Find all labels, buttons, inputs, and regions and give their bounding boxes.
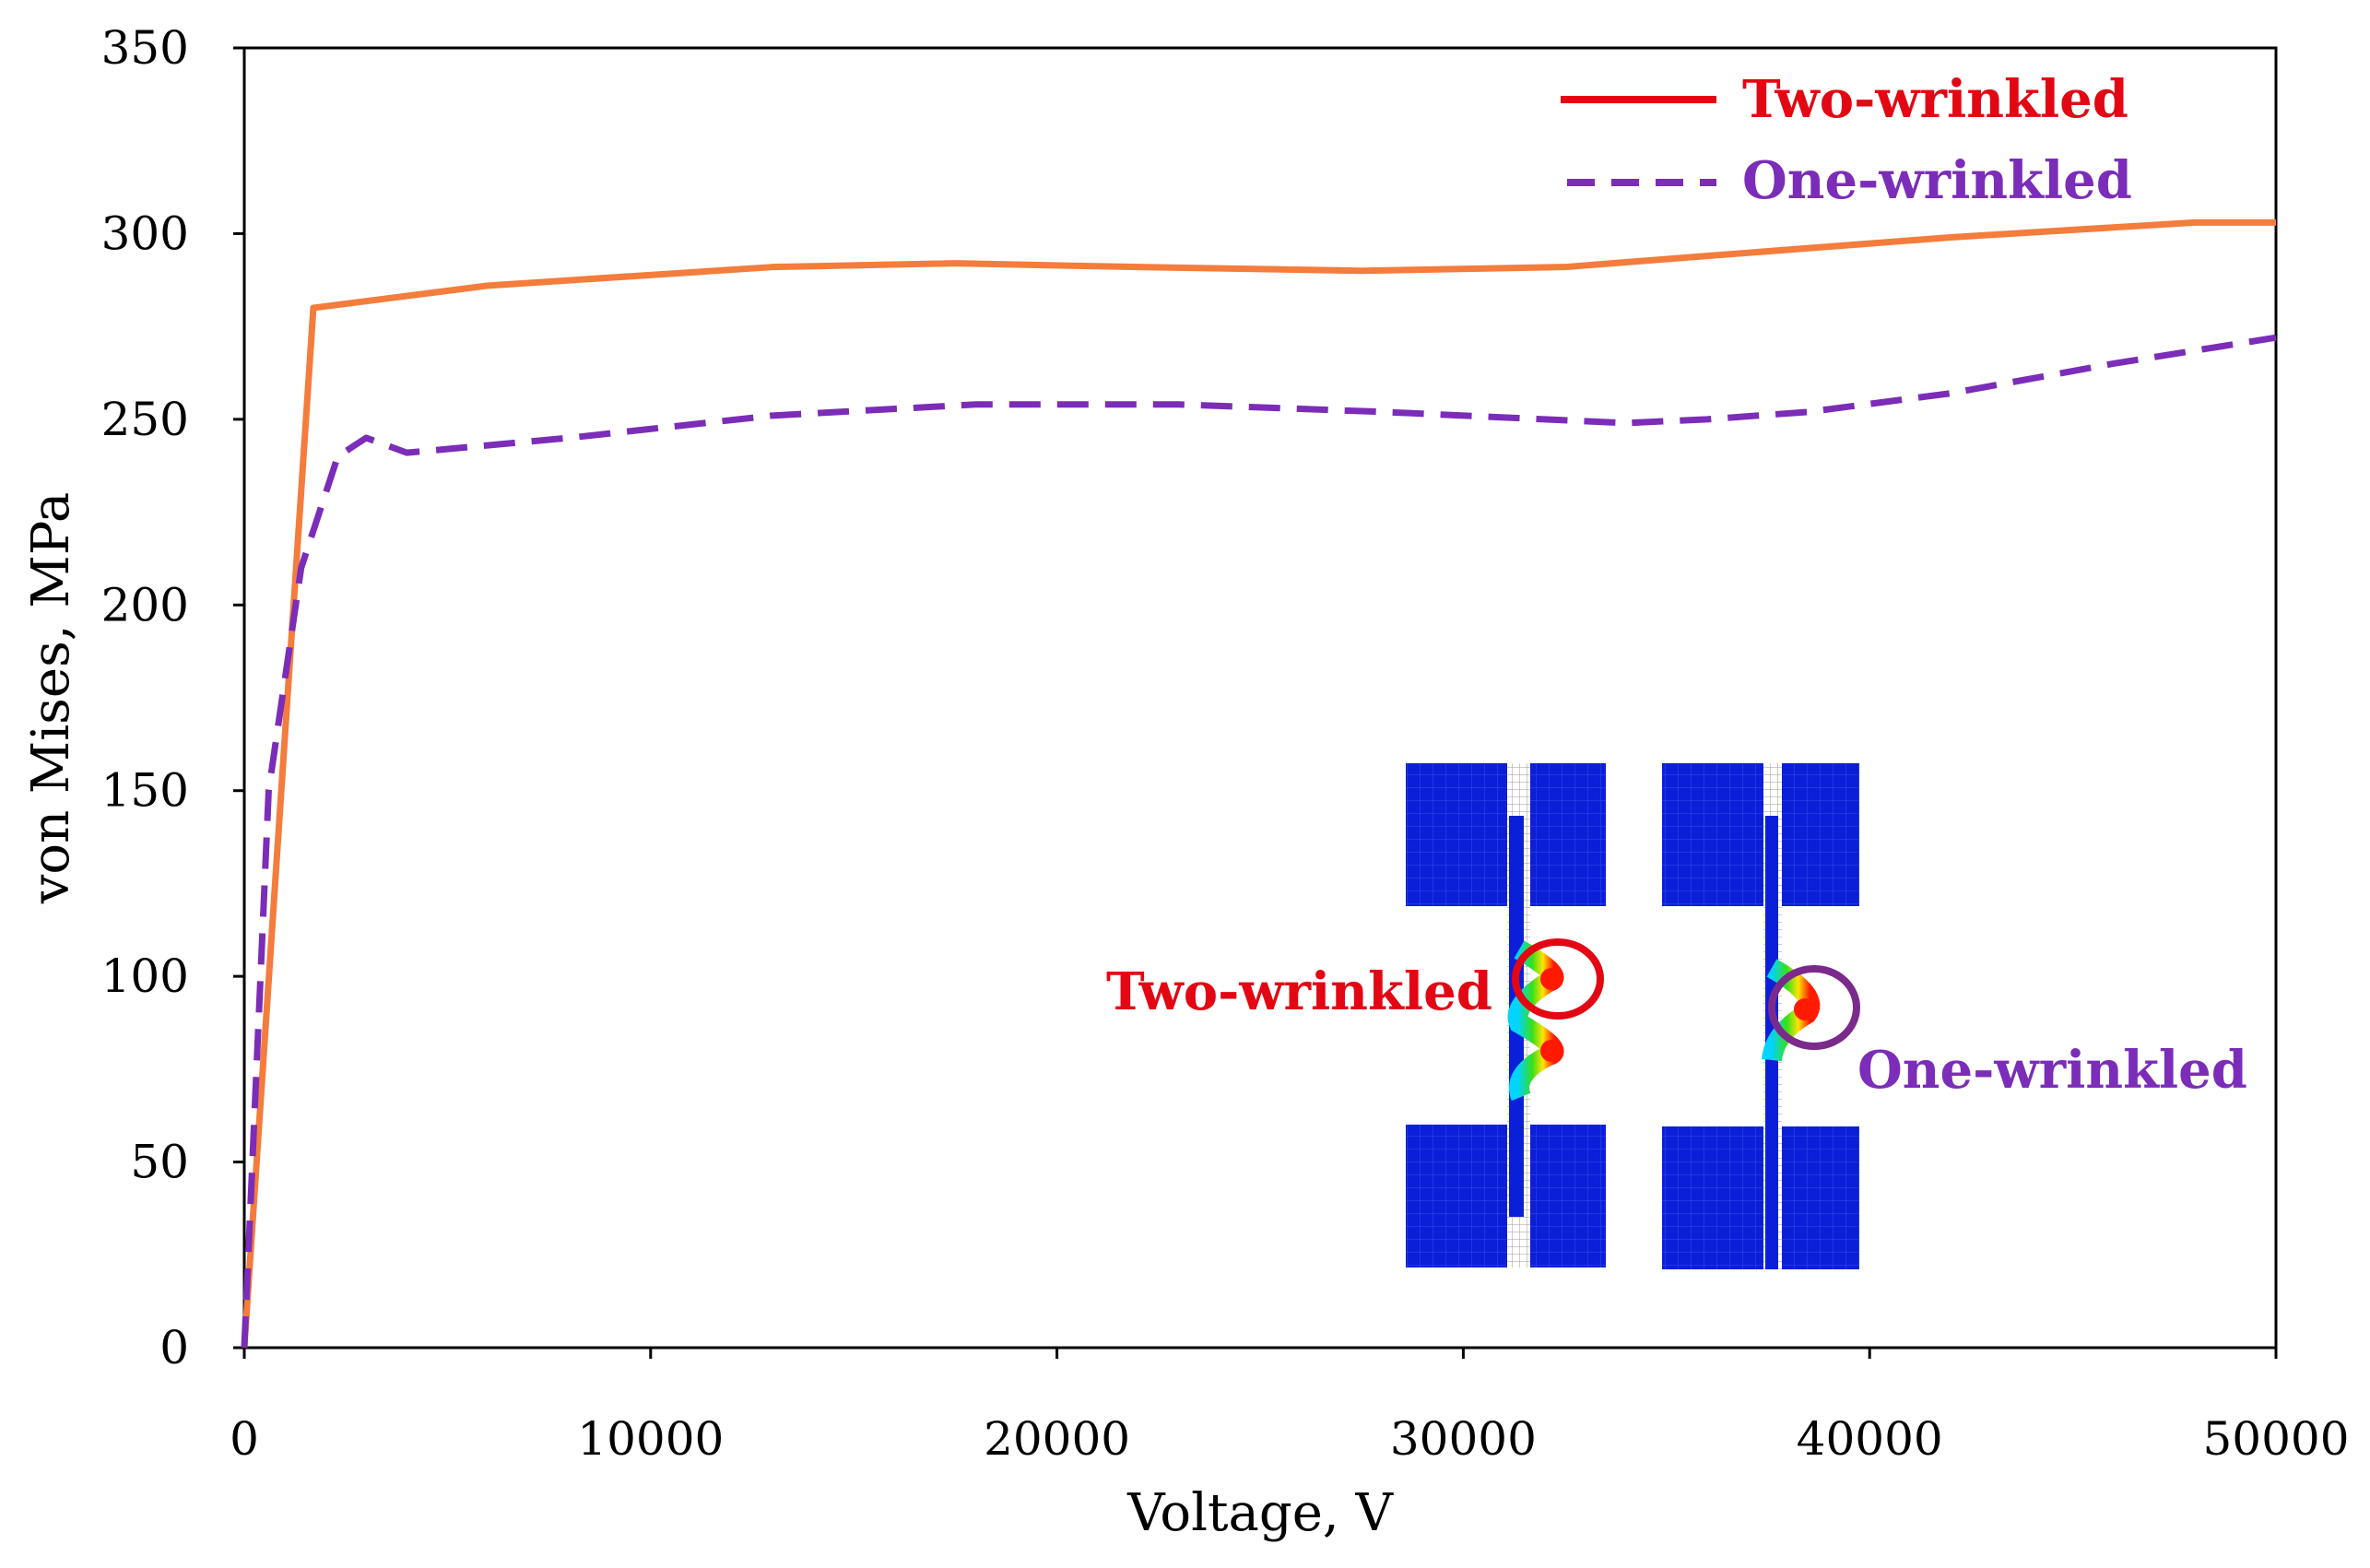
y-tick-label: 150	[101, 764, 189, 818]
y-axis-label: von Mises, MPa	[21, 492, 81, 905]
highlight-circle-two-wrinkled	[1512, 938, 1604, 1020]
x-axis-ticks: 0 10000 20000 30000 40000 50000	[230, 1348, 2350, 1466]
inset-model-one-wrinkled: One-wrinkled	[1662, 763, 2247, 1269]
y-axis-ticks: 0 50 100 150 200 250 300 350	[101, 21, 244, 1374]
x-tick-label: 10000	[577, 1412, 724, 1466]
legend-label-one-wrinkled: One-wrinkled	[1742, 150, 2132, 211]
highlight-circle-one-wrinkled	[1768, 965, 1860, 1050]
y-tick-label: 250	[101, 393, 189, 446]
series-layer	[241, 218, 2277, 1349]
series-line-two-wrinkled	[241, 218, 2276, 1349]
x-tick-label: 40000	[1797, 1412, 1943, 1466]
inset-label-one-wrinkled: One-wrinkled	[1857, 1040, 2247, 1101]
series-line-one-wrinkled	[241, 334, 2277, 1349]
y-tick-label: 350	[101, 21, 189, 75]
y-tick-label: 50	[130, 1136, 189, 1189]
x-tick-label: 0	[230, 1412, 259, 1466]
x-tick-label: 50000	[2202, 1412, 2349, 1466]
y-tick-label: 100	[101, 949, 189, 1003]
x-axis-label: Voltage, V	[1126, 1483, 1394, 1543]
legend-label-two-wrinkled: Two-wrinkled	[1742, 69, 2128, 130]
x-tick-label: 20000	[984, 1412, 1130, 1466]
plot-area-frame	[242, 46, 2278, 1350]
inset-model-two-wrinkled: Two-wrinkled	[1106, 763, 1606, 1267]
y-tick-label: 300	[101, 206, 189, 260]
y-tick-label: 0	[159, 1321, 189, 1374]
legend: Two-wrinkled One-wrinkled	[1561, 69, 2132, 211]
inset-label-two-wrinkled: Two-wrinkled	[1106, 961, 1492, 1022]
x-tick-label: 30000	[1390, 1412, 1537, 1466]
y-tick-label: 200	[101, 578, 189, 631]
